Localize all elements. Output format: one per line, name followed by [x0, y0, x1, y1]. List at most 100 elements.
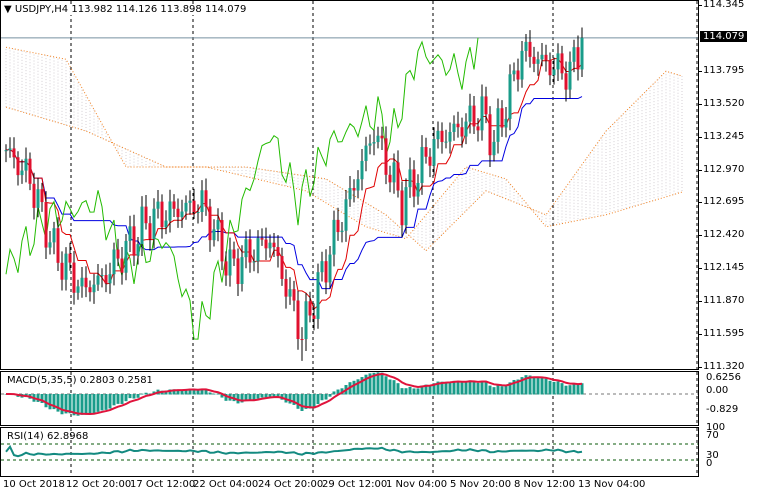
macd-histogram-bar [408, 386, 412, 395]
axis-tick [699, 268, 702, 270]
macd-histogram-bar [564, 385, 568, 395]
bull-candle [320, 261, 324, 273]
macd-histogram-bar [496, 385, 500, 395]
bear-candle [456, 123, 460, 128]
macd-histogram-bar [568, 385, 572, 395]
macd-histogram-bar [204, 389, 208, 395]
macd-histogram-bar [404, 388, 408, 395]
macd-histogram-bar [68, 394, 72, 414]
bear-candle [44, 202, 48, 248]
macd-histogram-bar [476, 382, 480, 395]
macd-histogram-bar [92, 394, 96, 414]
macd-histogram-bar [308, 394, 312, 409]
bear-candle [220, 220, 224, 262]
bear-candle [516, 70, 520, 80]
rsi-line [5, 444, 583, 458]
bull-candle [464, 121, 468, 137]
macd-histogram-bar [544, 378, 548, 395]
indicator-axis-label: 0 [706, 458, 713, 469]
axis-tick [699, 301, 702, 303]
macd-histogram-bar [448, 381, 452, 395]
bear-candle [68, 253, 72, 263]
macd-histogram-bar [444, 381, 448, 395]
macd-histogram-bar [140, 393, 144, 395]
macd-pane[interactable]: MACD(5,35,5) 0.2803 0.2581 [0, 371, 699, 426]
bull-candle [508, 74, 512, 119]
macd-histogram-bar [236, 394, 240, 404]
price-chart[interactable]: ▼ USDJPY,H4 113.982 114.126 113.898 114.… [0, 0, 699, 370]
rsi-label: RSI(14) 62.8968 [7, 431, 89, 442]
bear-candle [224, 261, 228, 276]
bear-candle [484, 96, 488, 115]
macd-histogram-bar [148, 393, 152, 395]
macd-histogram-bar [504, 386, 508, 395]
macd-histogram-bar [556, 381, 560, 395]
bear-candle [236, 258, 240, 284]
macd-histogram-bar [4, 394, 8, 395]
bull-candle [392, 162, 396, 183]
collapse-triangle-icon[interactable]: ▼ [4, 4, 15, 15]
bear-candle [544, 54, 548, 61]
macd-histogram-bar [512, 380, 516, 395]
bear-candle [148, 223, 152, 240]
bull-candle [228, 249, 232, 276]
bull-candle [524, 41, 528, 51]
macd-histogram-bar [456, 380, 460, 395]
macd-histogram-bar [328, 394, 332, 397]
bull-candle [340, 230, 344, 233]
macd-histogram-bar [244, 394, 248, 401]
macd-histogram-bar [212, 393, 216, 395]
bear-candle [396, 162, 400, 191]
macd-histogram-bar [304, 394, 308, 409]
rsi-pane[interactable]: RSI(14) 62.8968 [0, 427, 699, 477]
bull-candle [136, 244, 140, 256]
bull-candle [364, 145, 368, 161]
macd-histogram-bar [380, 372, 384, 395]
bear-candle [72, 262, 76, 293]
macd-histogram-bar [172, 389, 176, 395]
bear-candle [528, 41, 532, 57]
macd-histogram-bar [364, 374, 368, 395]
macd-histogram-bar [44, 394, 48, 408]
bear-candle [412, 169, 416, 197]
macd-histogram-bar [132, 394, 136, 399]
bull-candle [372, 142, 376, 144]
macd-histogram-bar [580, 383, 584, 395]
bull-candle [112, 249, 116, 275]
macd-histogram-bar [436, 381, 440, 395]
macd-histogram-bar [264, 394, 268, 398]
macd-histogram-bar [184, 389, 188, 395]
bear-candle [120, 258, 124, 273]
macd-histogram-bar [400, 388, 404, 395]
macd-histogram-bar [72, 394, 76, 416]
bear-candle [424, 147, 428, 157]
macd-histogram-bar [532, 376, 536, 395]
bull-candle [124, 240, 128, 273]
macd-histogram-bar [112, 394, 116, 406]
indicator-axis-label: 0.00 [706, 385, 729, 396]
bull-candle [348, 188, 352, 200]
bull-candle [448, 131, 452, 142]
bull-candle [96, 275, 100, 285]
macd-histogram-bar [88, 394, 92, 415]
bull-candle [432, 139, 436, 166]
axis-tick [699, 367, 702, 368]
macd-histogram-bar [96, 394, 100, 412]
bull-candle [556, 53, 560, 70]
bull-candle [404, 187, 408, 226]
macd-histogram-bar [540, 377, 544, 395]
macd-histogram-bar [276, 394, 280, 398]
bull-candle [492, 141, 496, 156]
macd-histogram-bar [216, 393, 220, 395]
bull-candle [140, 206, 144, 245]
macd-histogram-bar [324, 394, 328, 400]
macd-histogram-bar [196, 390, 200, 395]
bear-candle [324, 261, 328, 283]
bull-candle [416, 182, 420, 197]
macd-plot [1, 372, 698, 425]
macd-histogram-bar [536, 377, 540, 395]
time-axis-label: 24 Oct 20:00 [258, 479, 324, 490]
bull-candle [376, 135, 380, 143]
macd-histogram-bar [392, 380, 396, 395]
bull-candle [408, 169, 412, 188]
